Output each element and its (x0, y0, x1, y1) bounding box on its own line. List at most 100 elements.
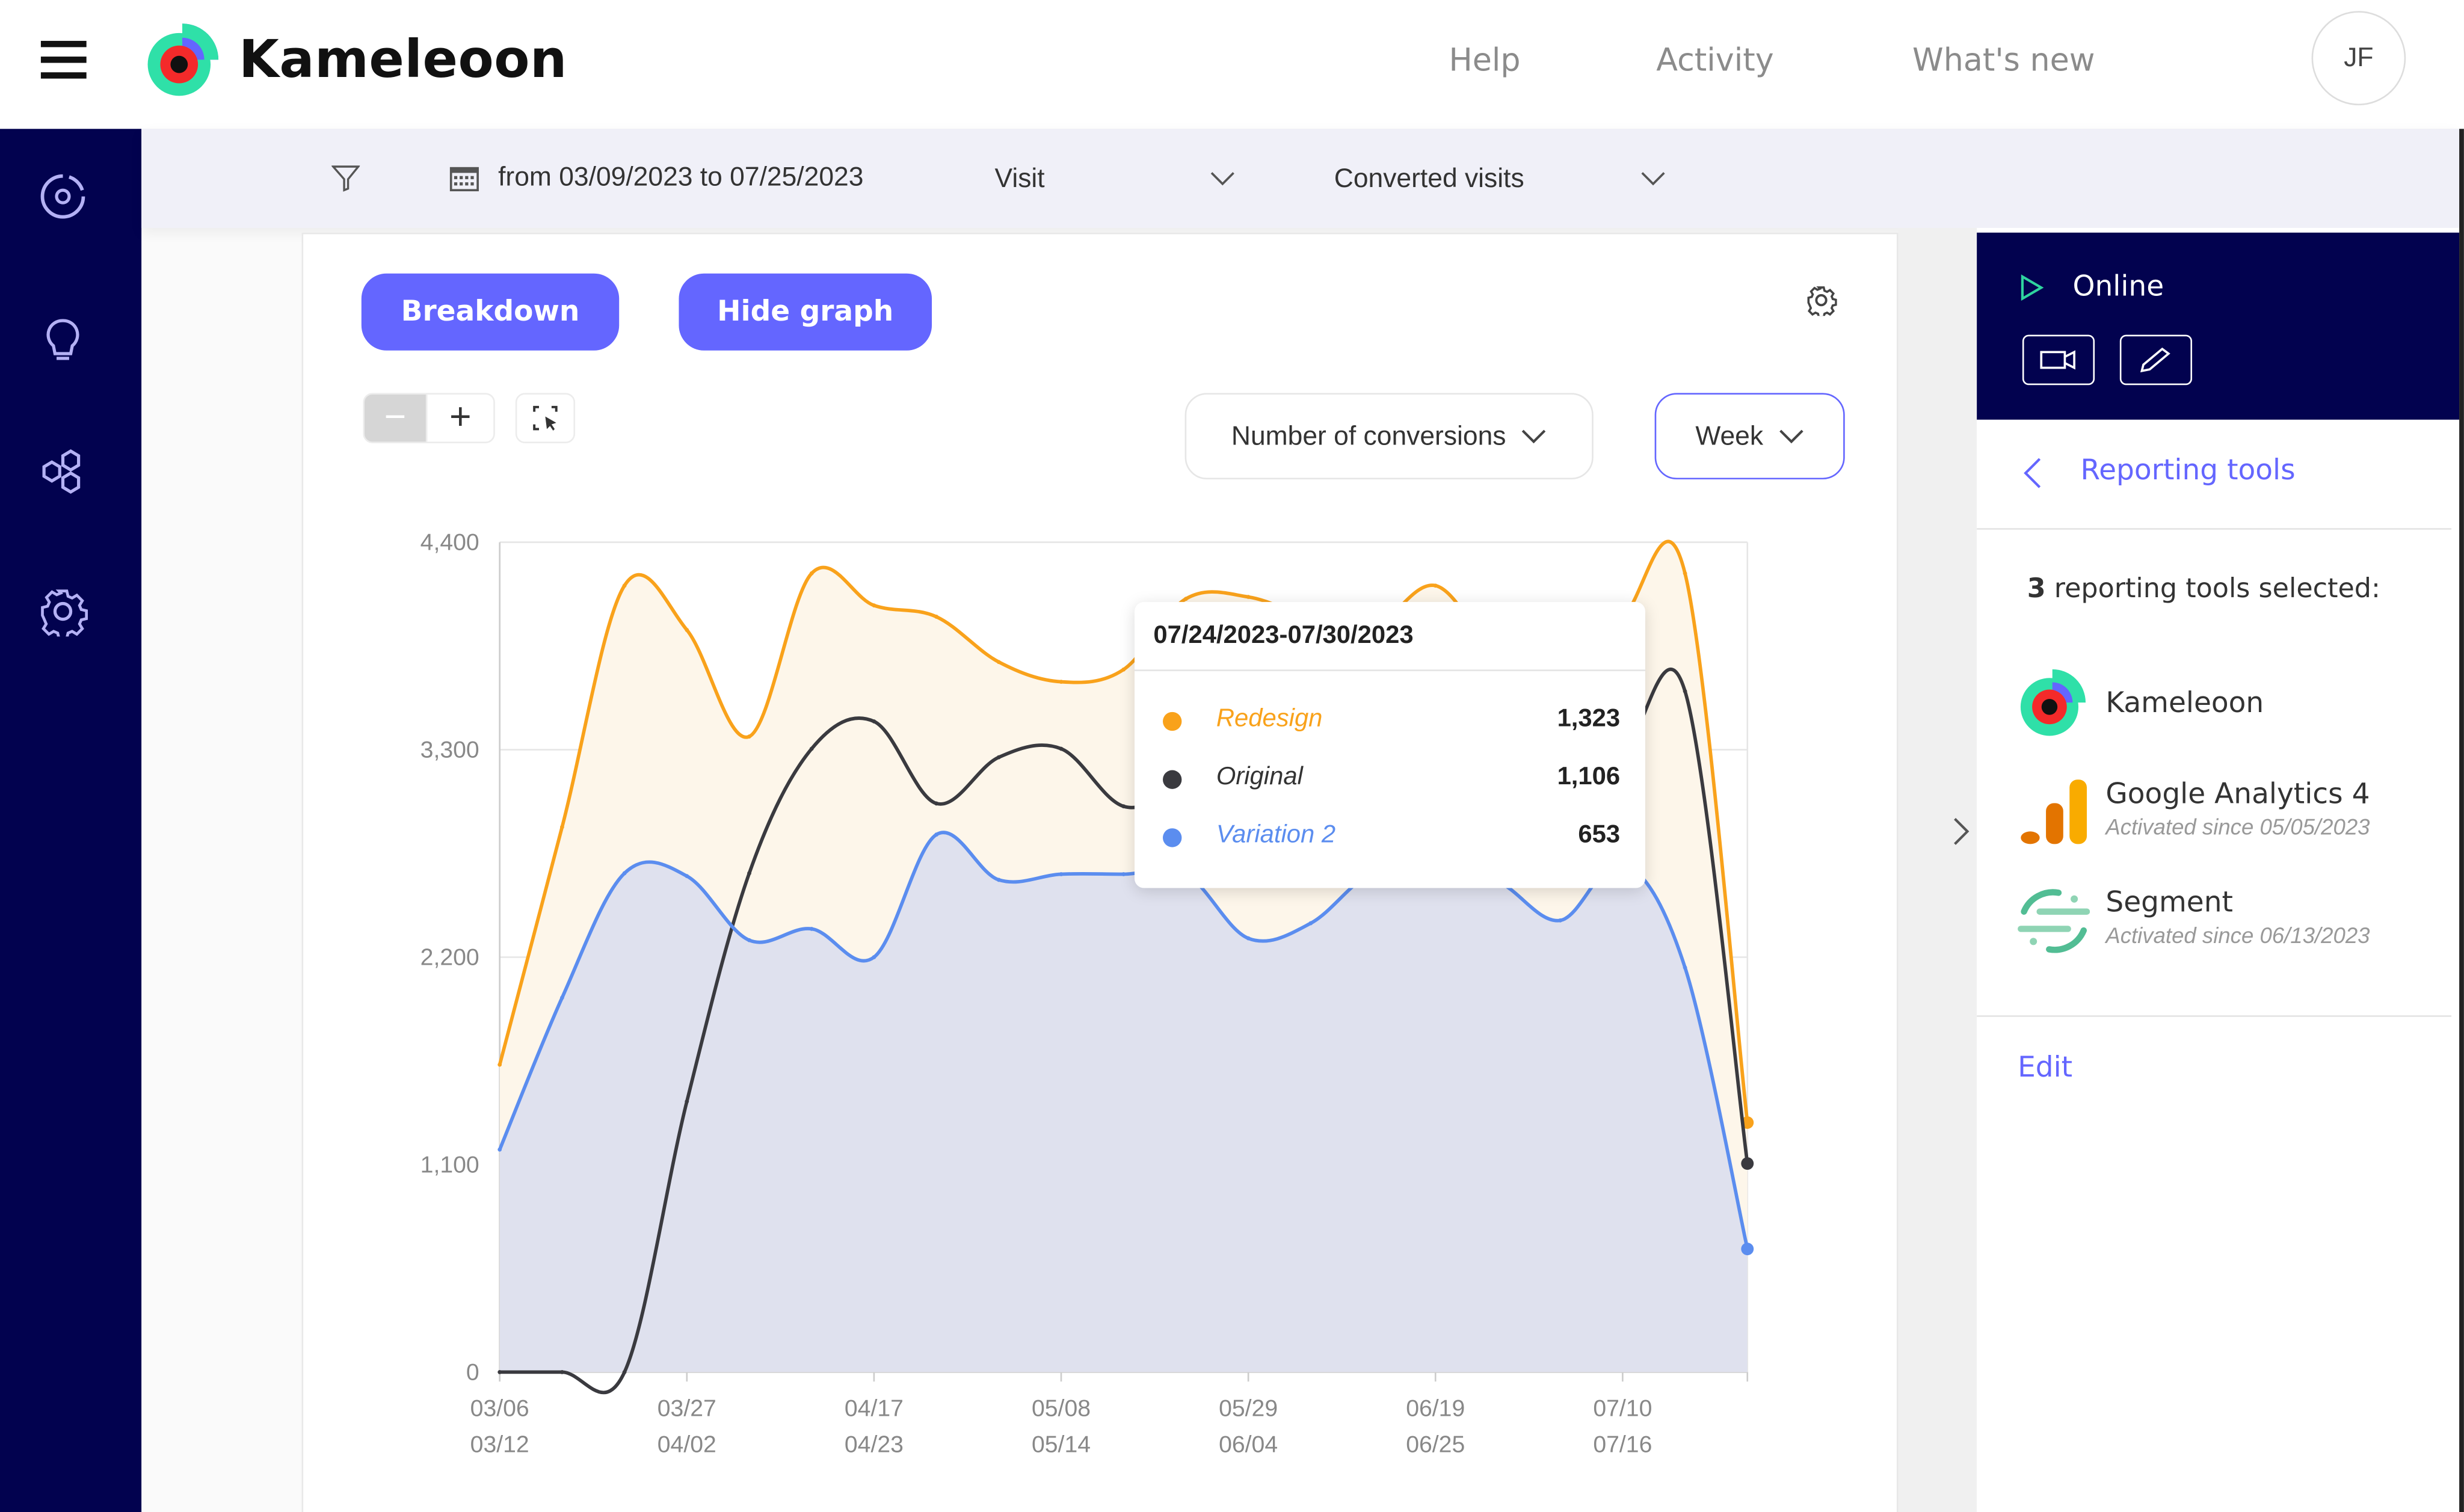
selected-tools-summary: 3 reporting tools selected: (2027, 574, 2380, 605)
series-value: 1,323 (1557, 705, 1621, 733)
y-tick-label: 4,400 (420, 530, 479, 556)
data-point-variation-2 (685, 874, 689, 879)
edit-pencil-button[interactable] (2119, 334, 2193, 386)
series-value: 653 (1578, 822, 1621, 849)
data-point-redesign (685, 628, 689, 632)
data-point-variation-2 (1246, 936, 1251, 941)
nav-activity[interactable]: Activity (1656, 40, 1774, 79)
dashboard-target-icon[interactable] (38, 171, 88, 222)
lightbulb-icon[interactable] (38, 316, 88, 366)
data-point-redesign (872, 603, 876, 608)
chevron-right-icon[interactable] (1951, 816, 1970, 847)
tool-segment-activated: Activated since 06/13/2023 (2105, 923, 2370, 948)
data-point-original (747, 871, 751, 876)
series-dot-icon (1163, 711, 1182, 731)
data-point-variation-2 (497, 1147, 502, 1152)
avatar[interactable]: JF (2311, 11, 2406, 106)
data-point-original (809, 746, 814, 751)
tool-ga4-activated: Activated since 05/05/2023 (2105, 814, 2370, 840)
breakdown-button[interactable]: Breakdown (361, 273, 620, 351)
zoom-out-button[interactable]: − (363, 393, 428, 443)
data-point-redesign (559, 825, 564, 829)
x-tick-label-top: 03/06 (470, 1396, 529, 1422)
hide-graph-button[interactable]: Hide graph (679, 273, 932, 351)
chevron-down-icon (1779, 429, 1803, 443)
data-point-redesign (1184, 597, 1188, 601)
zoom-in-button[interactable]: + (425, 393, 495, 443)
pencil-icon (2140, 347, 2170, 373)
data-point-original (1059, 746, 1064, 751)
nav-help[interactable]: Help (1449, 40, 1521, 79)
y-tick-label: 2,200 (420, 945, 479, 971)
sidebar (0, 129, 142, 1512)
data-point-variation-2 (1741, 1243, 1754, 1256)
segment-logo-icon (2018, 889, 2090, 953)
x-tick-label-top: 04/17 (845, 1396, 904, 1422)
data-point-redesign (934, 615, 939, 619)
period-dropdown-label: Week (1695, 420, 1764, 450)
x-tick-label-bottom: 04/23 (845, 1432, 904, 1458)
date-range-picker[interactable]: from 03/09/2023 to 07/25/2023 (498, 162, 864, 192)
settings-gear-icon[interactable] (38, 586, 88, 637)
y-tick-label: 1,100 (420, 1152, 479, 1178)
chevron-left-icon[interactable] (2021, 456, 2043, 490)
video-camera-icon (2040, 350, 2075, 370)
chevron-down-icon[interactable] (1210, 171, 1235, 187)
tooltip-title: 07/24/2023-07/30/2023 (1153, 622, 1414, 650)
filter-icon[interactable] (331, 164, 360, 192)
x-tick-label-bottom: 07/16 (1593, 1432, 1652, 1458)
nav-whats-new[interactable]: What's new (1912, 40, 2095, 79)
x-tick-label-bottom: 06/04 (1219, 1432, 1278, 1458)
period-dropdown[interactable]: Week (1654, 393, 1845, 480)
calendar-icon[interactable] (449, 164, 479, 192)
reset-zoom-button[interactable] (515, 393, 576, 443)
chevron-down-icon[interactable] (1640, 171, 1666, 187)
metric-dropdown[interactable]: Number of conversions (1184, 393, 1594, 480)
fit-select-icon (533, 405, 558, 431)
data-point-redesign (747, 734, 751, 739)
chart-tooltip: 07/24/2023-07/30/2023 Redesign 1,323 Orig… (1135, 601, 1645, 888)
data-point-variation-2 (747, 938, 751, 942)
data-point-redesign (1433, 583, 1438, 588)
series-area-variation-2 (499, 832, 1748, 1372)
x-tick-label-top: 06/19 (1406, 1396, 1465, 1422)
edit-reporting-tools-link[interactable]: Edit (2018, 1051, 2073, 1085)
side-panel (1977, 227, 2460, 1512)
top-header: Kameleoon Help Activity What's new JF (0, 0, 2464, 131)
data-point-variation-2 (1558, 918, 1563, 923)
brand-name: Kameleoon (239, 28, 567, 90)
data-point-redesign (1683, 571, 1687, 576)
data-point-redesign (1059, 680, 1064, 684)
panel-gutter (1898, 227, 1977, 1512)
experiment-status-bar (1977, 232, 2460, 420)
data-point-redesign (622, 583, 627, 588)
play-icon (2021, 274, 2044, 301)
data-point-original (1741, 1157, 1754, 1170)
data-point-variation-2 (809, 927, 814, 931)
data-point-original (559, 1370, 564, 1374)
data-point-original (685, 1099, 689, 1104)
selected-text: reporting tools selected: (2045, 573, 2380, 606)
reporting-tools-back-link[interactable]: Reporting tools (2080, 454, 2296, 488)
x-tick-label-bottom: 03/12 (470, 1432, 529, 1458)
series-dot-icon (1163, 828, 1182, 847)
tool-kameleoon-name: Kameleoon (2105, 687, 2264, 720)
tooltip-row-redesign: Redesign 1,323 (1135, 702, 1645, 740)
data-point-redesign (497, 1062, 502, 1067)
tooltip-row-variation-2: Variation 2 653 (1135, 819, 1645, 857)
x-tick-label-bottom: 04/02 (658, 1432, 716, 1458)
metric-dropdown-label: Number of conversions (1231, 420, 1506, 450)
data-point-variation-2 (934, 832, 939, 837)
unit-select[interactable]: Visit (994, 163, 1045, 194)
video-button[interactable] (2022, 334, 2095, 386)
kameleoon-tool-logo-icon (2020, 669, 2086, 736)
integrations-hexagons-icon[interactable] (38, 448, 88, 499)
hamburger-menu-icon[interactable] (40, 40, 87, 79)
graph-settings-gear-icon[interactable] (1805, 284, 1837, 316)
metric-select[interactable]: Converted visits (1334, 163, 1524, 194)
series-name: Variation 2 (1216, 822, 1336, 849)
kameleoon-logo-icon (147, 23, 219, 96)
data-point-redesign (996, 660, 1001, 665)
data-point-variation-2 (559, 995, 564, 1000)
data-point-variation-2 (1059, 872, 1064, 876)
